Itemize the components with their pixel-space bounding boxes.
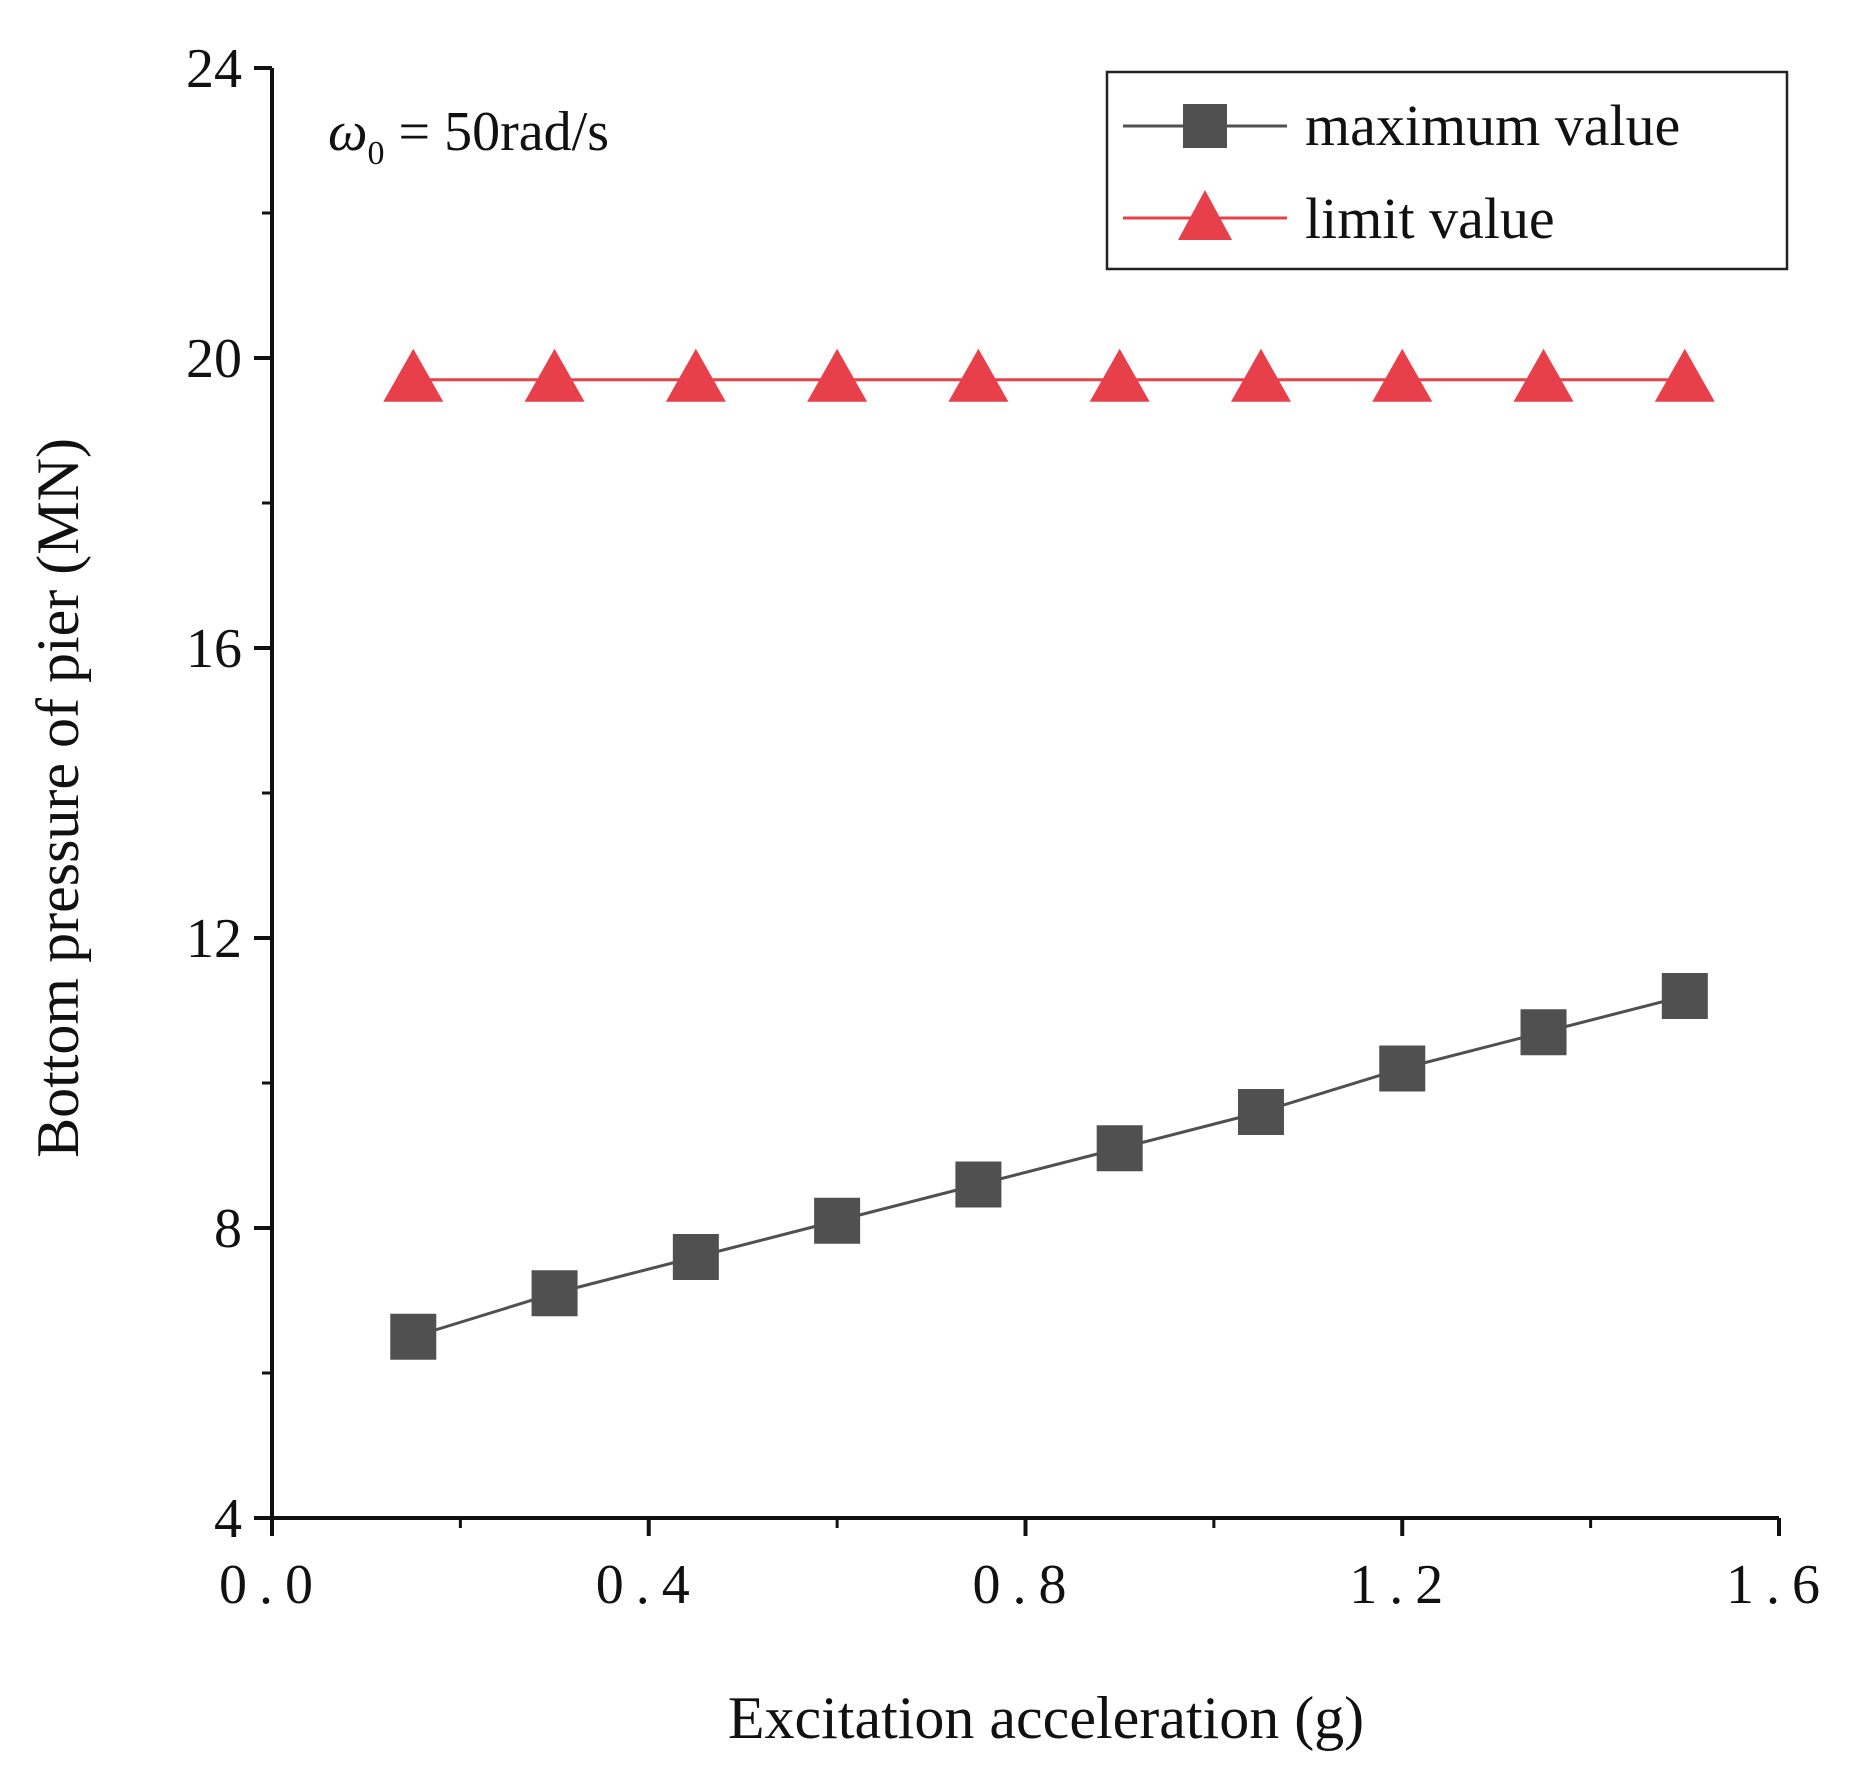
- x-tick-label: 0.8: [973, 1554, 1079, 1616]
- x-tick-label: 0.0: [219, 1554, 325, 1616]
- data-point-maximum-value: [1096, 1125, 1143, 1172]
- data-point-maximum-value: [390, 1313, 437, 1360]
- data-point-maximum-value: [1661, 973, 1708, 1019]
- data-point-limit-value: [807, 348, 868, 402]
- svg-text:ω0 = 50rad/s: ω0 = 50rad/s: [328, 101, 609, 172]
- y-tick-label: 24: [186, 38, 242, 100]
- data-point-limit-value: [948, 348, 1009, 402]
- data-point-maximum-value: [1379, 1045, 1426, 1092]
- data-point-limit-value: [1230, 348, 1291, 402]
- data-point-maximum-value: [531, 1270, 578, 1317]
- data-point-limit-value: [1513, 348, 1574, 402]
- y-axis-title: Bottom pressure of pier (MN): [25, 438, 91, 1158]
- y-tick-label: 16: [186, 618, 242, 680]
- data-point-limit-value: [665, 348, 726, 402]
- y-tick-label: 4: [214, 1488, 242, 1550]
- legend-label-limit: limit value: [1305, 186, 1555, 251]
- annotation-text: = 50rad/s: [385, 101, 609, 163]
- x-axis-title: Excitation acceleration (g): [728, 1685, 1364, 1751]
- x-tick-label: 0.4: [596, 1554, 702, 1616]
- legend-marker-triangle: [1178, 190, 1232, 240]
- data-point-limit-value: [1654, 348, 1715, 402]
- y-tick-label: 12: [186, 908, 242, 970]
- data-point-limit-value: [1372, 348, 1433, 402]
- annotation-symbol: ω: [328, 101, 368, 163]
- plot-frame: 4 8 12 16 20 24 0.0 0.4 0.8 1.2 1.6: [186, 38, 1832, 1616]
- annotation: ω0 = 50rad/s: [328, 101, 609, 172]
- x-tick-label: 1.6: [1726, 1554, 1832, 1616]
- data-point-maximum-value: [1520, 1009, 1567, 1056]
- x-tick-label: 1.2: [1349, 1554, 1455, 1616]
- legend-label-maximum: maximum value: [1305, 93, 1680, 158]
- data-point-limit-value: [1089, 348, 1150, 402]
- legend: maximum value limit value: [1105, 70, 1789, 271]
- series-line-maximum-value: [412, 994, 1686, 1339]
- y-tick-label: 20: [186, 328, 242, 390]
- annotation-subscript: 0: [368, 135, 385, 172]
- y-tick-label: 8: [214, 1198, 242, 1260]
- data-point-maximum-value: [955, 1161, 1002, 1208]
- data-point-limit-value: [524, 348, 585, 402]
- data-point-limit-value: [383, 348, 444, 402]
- data-point-maximum-value: [672, 1234, 719, 1280]
- legend-marker-square: [1183, 104, 1227, 148]
- data-point-maximum-value: [1237, 1089, 1284, 1135]
- series-layer: [383, 348, 1715, 1360]
- data-point-maximum-value: [814, 1197, 861, 1244]
